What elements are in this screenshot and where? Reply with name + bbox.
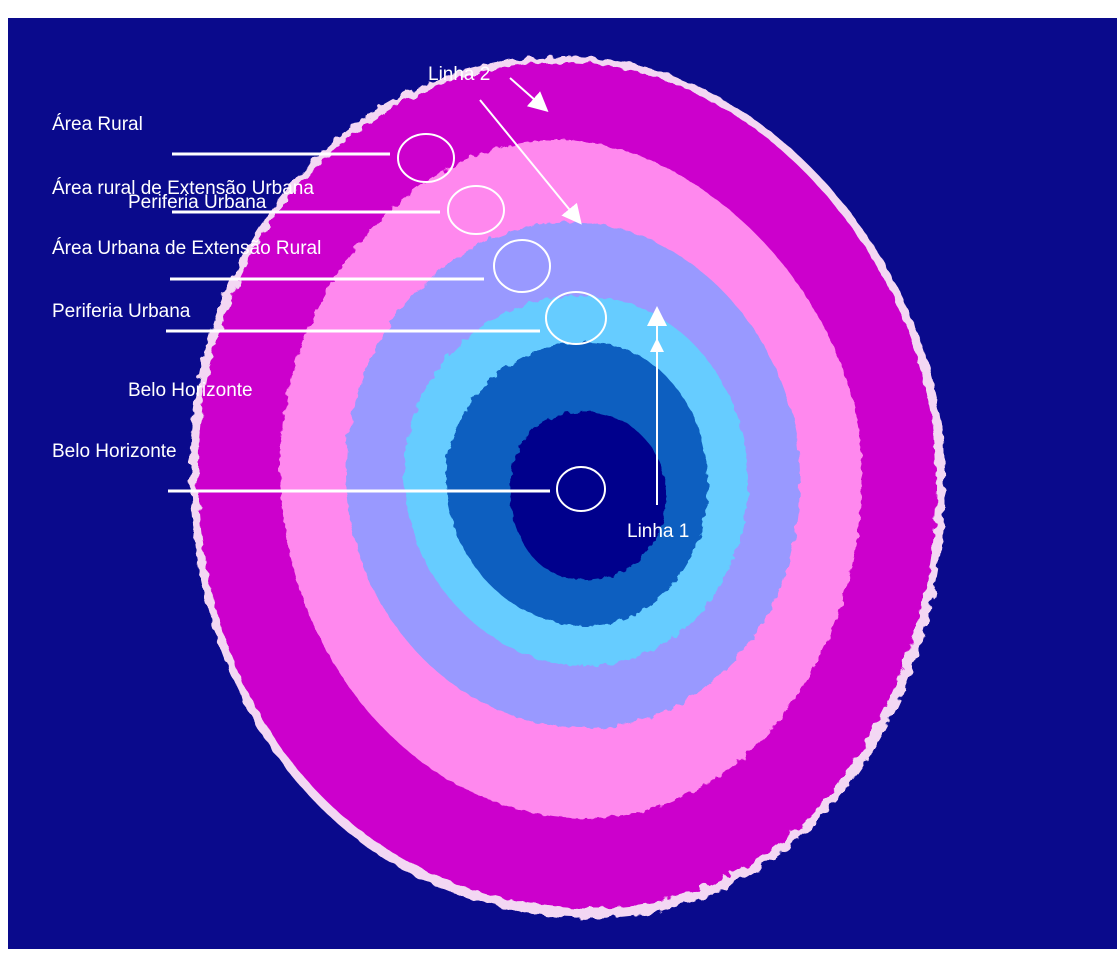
labels: Área Rural Área rural de Extensão Urbana… [52, 64, 689, 542]
arrows [479, 77, 667, 505]
zones [189, 55, 946, 919]
sample-circles [397, 133, 607, 512]
label-linha-1: Linha 1 [627, 521, 689, 542]
label-linha-2: Linha 2 [428, 64, 490, 85]
linha-2-arrow-short [509, 77, 549, 112]
sample-circle-area-urbana-extensao-rural [493, 239, 551, 293]
label-periferia-urbana: Periferia Urbana [52, 301, 191, 322]
label-belo-horizonte: Belo Horizonte [52, 441, 177, 462]
label-belo-horizonte-upper: Belo Horizonte [128, 380, 253, 401]
sample-circle-periferia-urbana [545, 291, 607, 345]
label-area-rural: Área Rural [52, 114, 143, 135]
sample-circle-area-rural [397, 133, 455, 183]
leader-lines [166, 152, 550, 493]
sample-circle-area-rural-extensao-urbana [447, 185, 505, 235]
label-periferia-urbana-overlap: Periferia Urbana [128, 192, 267, 213]
label-area-urbana-extensao-rural: Área Urbana de Extensão Rural [52, 238, 321, 259]
sample-circle-belo-horizonte [556, 466, 606, 512]
linha-1-arrowhead-secondary [650, 338, 664, 352]
linha-2-arrow-long [479, 99, 582, 225]
label-area-rural-extensao-urbana: Área rural de Extensão Urbana [52, 178, 314, 199]
zone-belo-horizonte-center [509, 411, 667, 581]
